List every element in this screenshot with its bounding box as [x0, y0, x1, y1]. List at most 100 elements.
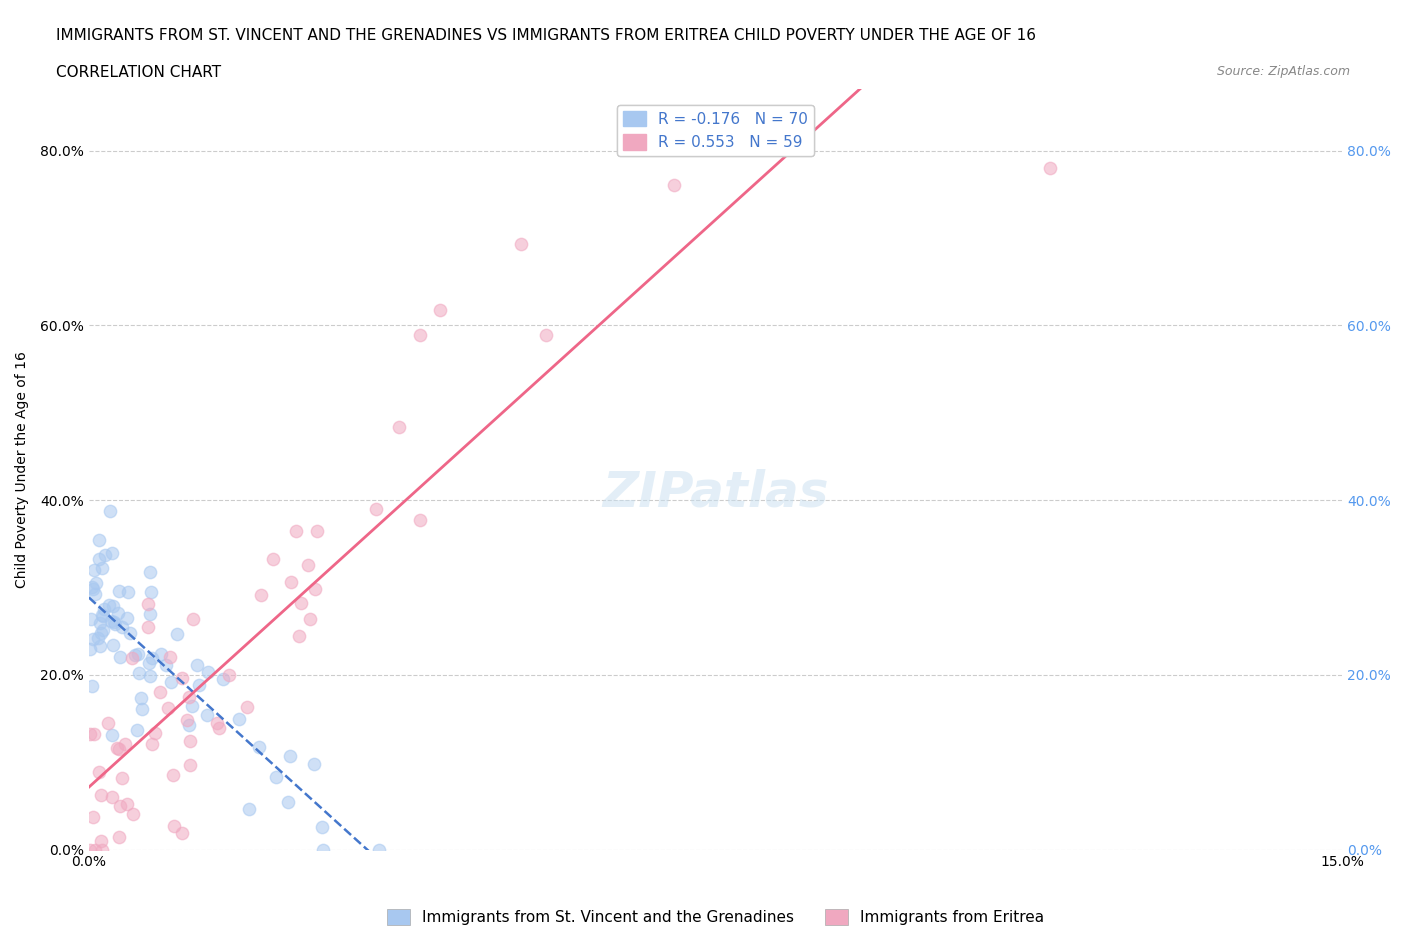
Point [305, 524, 328, 538]
Point [127, 723, 149, 737]
Point [104, 617, 127, 631]
Text: ZIPatlas: ZIPatlas [602, 469, 828, 516]
Point [139, 565, 162, 579]
Point [118, 625, 141, 640]
Point [180, 698, 202, 713]
Point [82, 631, 104, 646]
Text: CORRELATION CHART: CORRELATION CHART [56, 65, 221, 80]
Point [288, 629, 311, 644]
Point [114, 737, 136, 751]
Point [170, 671, 193, 685]
Point [107, 740, 129, 755]
Point [177, 690, 200, 705]
Point [179, 734, 201, 749]
Point [141, 651, 163, 666]
Point [159, 650, 181, 665]
Point [82, 810, 104, 825]
Point [534, 327, 557, 342]
Point [277, 794, 299, 809]
Point [312, 843, 335, 857]
Point [101, 546, 124, 561]
Point [101, 637, 124, 652]
Point [127, 646, 149, 661]
Point [188, 678, 211, 693]
Point [387, 419, 409, 434]
Point [117, 585, 139, 600]
Point [302, 757, 325, 772]
Point [156, 700, 179, 715]
Point [197, 665, 219, 680]
Point [110, 799, 132, 814]
Point [141, 737, 163, 751]
Point [176, 712, 198, 727]
Point [207, 721, 229, 736]
Point [108, 584, 131, 599]
Point [86, 631, 108, 645]
Point [93, 608, 115, 623]
Point [91, 623, 114, 638]
Point [98, 503, 121, 518]
Point [166, 627, 188, 642]
Legend: R = -0.176   N = 70, R = 0.553   N = 59: R = -0.176 N = 70, R = 0.553 N = 59 [617, 105, 814, 156]
Point [79, 726, 101, 741]
Point [247, 739, 270, 754]
Point [409, 328, 432, 343]
Point [83, 843, 105, 857]
Point [212, 671, 235, 686]
Point [364, 501, 387, 516]
Point [141, 584, 163, 599]
Point [107, 830, 129, 844]
Point [262, 551, 284, 566]
Point [205, 715, 228, 730]
Point [129, 690, 152, 705]
Point [409, 512, 432, 527]
Point [278, 748, 301, 763]
Point [80, 679, 103, 694]
Point [79, 843, 101, 857]
Point [89, 616, 111, 631]
Point [510, 237, 533, 252]
Point [1039, 161, 1062, 176]
Point [84, 586, 107, 601]
Point [195, 708, 218, 723]
Point [266, 769, 288, 784]
Point [101, 727, 124, 742]
Point [298, 612, 321, 627]
Point [250, 588, 273, 603]
Point [149, 684, 172, 699]
Point [218, 667, 240, 682]
Point [304, 581, 326, 596]
Point [84, 576, 107, 591]
Point [93, 602, 115, 617]
Point [367, 843, 389, 857]
Point [82, 581, 104, 596]
Point [107, 741, 129, 756]
Point [90, 833, 112, 848]
Point [115, 610, 138, 625]
Point [83, 726, 105, 741]
Point [83, 562, 105, 577]
Point [290, 595, 312, 610]
Point [172, 826, 194, 841]
Point [111, 619, 134, 634]
Point [177, 718, 200, 733]
Point [90, 626, 112, 641]
Point [136, 597, 159, 612]
Point [79, 642, 101, 657]
Point [160, 675, 183, 690]
Point [280, 574, 302, 589]
Point [87, 764, 110, 779]
Point [143, 725, 166, 740]
Point [101, 790, 124, 804]
Point [91, 607, 114, 622]
Point [122, 807, 145, 822]
Point [87, 533, 110, 548]
Point [89, 639, 111, 654]
Text: Source: ZipAtlas.com: Source: ZipAtlas.com [1216, 65, 1350, 78]
Point [136, 620, 159, 635]
Point [186, 658, 208, 672]
Point [155, 658, 177, 672]
Point [162, 767, 184, 782]
Point [128, 665, 150, 680]
Point [297, 558, 319, 573]
